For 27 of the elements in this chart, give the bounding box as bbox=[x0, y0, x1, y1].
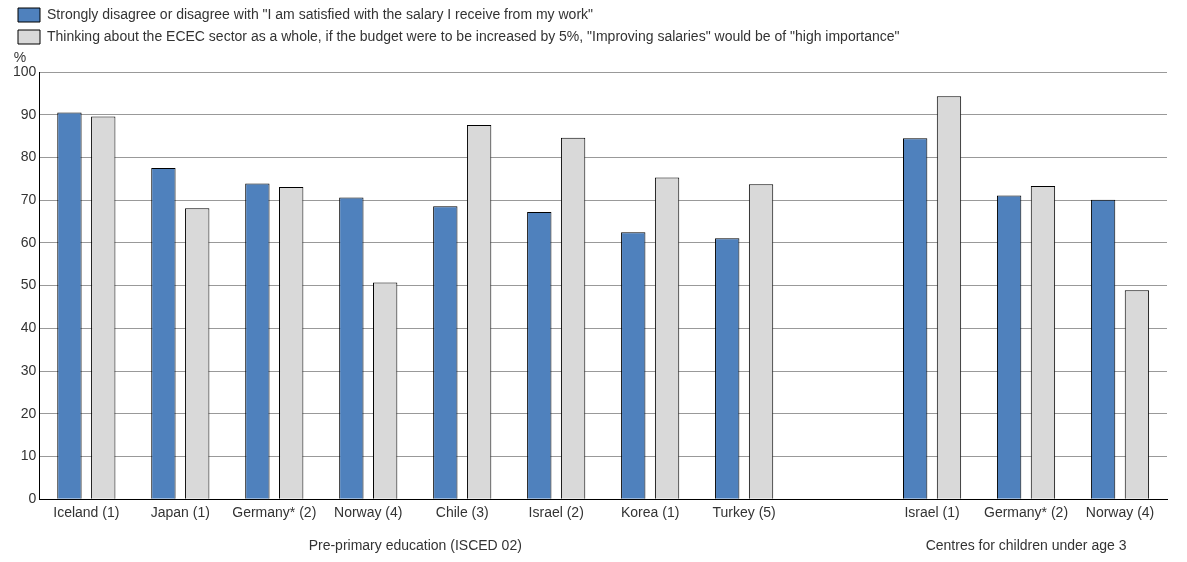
y-tick-label: 40 bbox=[20, 319, 37, 336]
y-tick-label: 100 bbox=[13, 62, 37, 79]
x-tick-label: Israel (2) bbox=[528, 504, 584, 521]
legend-label: Strongly disagree or disagree with "I am satisfied with the salary I receive from my work" bbox=[47, 5, 594, 22]
x-tick-label: Korea (1) bbox=[620, 504, 680, 521]
text: Pre-primary education (ISCED 02) bbox=[308, 536, 522, 553]
y-tick-label: 90 bbox=[20, 105, 37, 122]
x-tick-label: Turkey (5) bbox=[712, 504, 776, 521]
x-tick-label: Israel (1) bbox=[904, 504, 960, 521]
legend-label: Thinking about the ECEC sector as a whole, if the budget were to be increased by 5%, "Improving salaries" would be of "high importance" bbox=[47, 27, 900, 44]
x-tick-label: Japan (1) bbox=[150, 504, 210, 521]
y-tick-label: 70 bbox=[20, 191, 37, 208]
x-tick-label: Norway (4) bbox=[1085, 504, 1155, 521]
x-tick-label: Chile (3) bbox=[435, 504, 489, 521]
x-tick-label: Iceland (1) bbox=[53, 504, 120, 521]
text: Centres for children under age 3 bbox=[925, 536, 1127, 553]
y-tick-label: 30 bbox=[20, 361, 37, 378]
x-tick-label: Germany* (2) bbox=[232, 504, 317, 521]
y-tick-label: 60 bbox=[20, 233, 37, 250]
y-tick-label: 80 bbox=[20, 148, 37, 165]
y-tick-label: 0 bbox=[28, 490, 37, 507]
y-tick-label: 20 bbox=[20, 404, 37, 421]
y-axis-title: % bbox=[13, 48, 27, 65]
x-tick-label: Norway (4) bbox=[334, 504, 403, 521]
y-tick-label: 50 bbox=[20, 276, 37, 293]
x-tick-label: Germany* (2) bbox=[984, 504, 1069, 521]
y-tick-label: 10 bbox=[20, 447, 37, 464]
